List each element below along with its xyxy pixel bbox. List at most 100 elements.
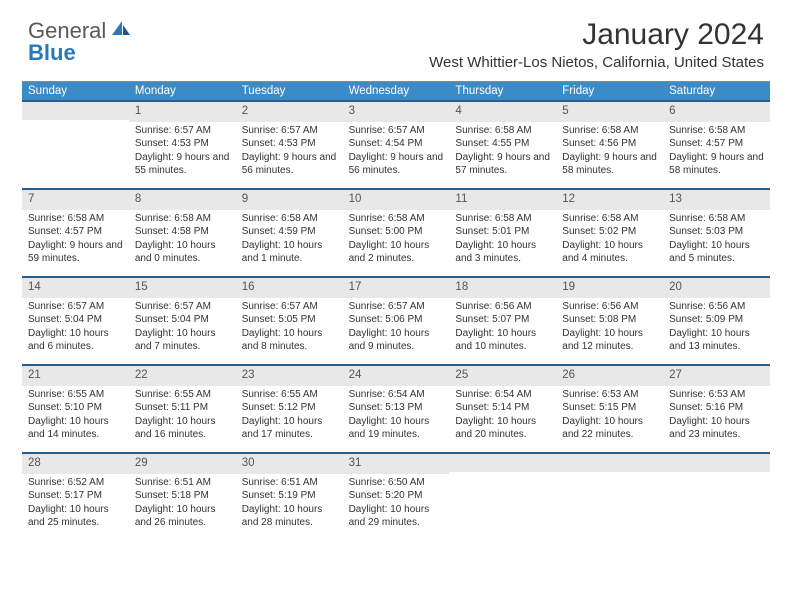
week-row: 1Sunrise: 6:57 AMSunset: 4:53 PMDaylight… — [22, 100, 770, 188]
day-body: Sunrise: 6:55 AMSunset: 5:11 PMDaylight:… — [129, 388, 236, 442]
sunset-text: Sunset: 5:18 PM — [135, 489, 230, 503]
day-cell: 7Sunrise: 6:58 AMSunset: 4:57 PMDaylight… — [22, 190, 129, 276]
day-body: Sunrise: 6:56 AMSunset: 5:07 PMDaylight:… — [449, 300, 556, 354]
sunset-text: Sunset: 4:57 PM — [28, 225, 123, 239]
day-cell: 21Sunrise: 6:55 AMSunset: 5:10 PMDayligh… — [22, 366, 129, 452]
daylight-text: Daylight: 10 hours and 22 minutes. — [562, 415, 657, 442]
sunrise-text: Sunrise: 6:57 AM — [28, 300, 123, 314]
sunset-text: Sunset: 4:55 PM — [455, 137, 550, 151]
day-body: Sunrise: 6:58 AMSunset: 5:01 PMDaylight:… — [449, 212, 556, 266]
sunrise-text: Sunrise: 6:54 AM — [455, 388, 550, 402]
sunrise-text: Sunrise: 6:51 AM — [242, 476, 337, 490]
weekday-sun: Sunday — [22, 82, 129, 100]
sunrise-text: Sunrise: 6:58 AM — [669, 212, 764, 226]
sunset-text: Sunset: 4:58 PM — [135, 225, 230, 239]
day-cell: 15Sunrise: 6:57 AMSunset: 5:04 PMDayligh… — [129, 278, 236, 364]
daylight-text: Daylight: 10 hours and 10 minutes. — [455, 327, 550, 354]
page-subtitle: West Whittier-Los Nietos, California, Un… — [429, 54, 764, 71]
sunset-text: Sunset: 5:10 PM — [28, 401, 123, 415]
sunset-text: Sunset: 4:56 PM — [562, 137, 657, 151]
day-body: Sunrise: 6:55 AMSunset: 5:10 PMDaylight:… — [22, 388, 129, 442]
sunrise-text: Sunrise: 6:56 AM — [562, 300, 657, 314]
day-cell — [22, 102, 129, 188]
day-cell — [663, 454, 770, 540]
day-number: 24 — [343, 366, 450, 386]
sunset-text: Sunset: 5:11 PM — [135, 401, 230, 415]
sunset-text: Sunset: 5:19 PM — [242, 489, 337, 503]
day-cell — [556, 454, 663, 540]
day-body: Sunrise: 6:58 AMSunset: 5:03 PMDaylight:… — [663, 212, 770, 266]
day-body: Sunrise: 6:51 AMSunset: 5:19 PMDaylight:… — [236, 476, 343, 530]
sunset-text: Sunset: 4:53 PM — [135, 137, 230, 151]
day-number: 15 — [129, 278, 236, 298]
sunrise-text: Sunrise: 6:58 AM — [562, 124, 657, 138]
sunset-text: Sunset: 4:54 PM — [349, 137, 444, 151]
sunset-text: Sunset: 5:00 PM — [349, 225, 444, 239]
sunset-text: Sunset: 5:07 PM — [455, 313, 550, 327]
day-number-empty — [22, 102, 129, 120]
daylight-text: Daylight: 10 hours and 7 minutes. — [135, 327, 230, 354]
daylight-text: Daylight: 9 hours and 58 minutes. — [562, 151, 657, 178]
day-number-empty — [556, 454, 663, 472]
day-body: Sunrise: 6:57 AMSunset: 4:54 PMDaylight:… — [343, 124, 450, 178]
sunrise-text: Sunrise: 6:57 AM — [242, 124, 337, 138]
sunset-text: Sunset: 5:01 PM — [455, 225, 550, 239]
day-body: Sunrise: 6:58 AMSunset: 4:57 PMDaylight:… — [663, 124, 770, 178]
day-body: Sunrise: 6:56 AMSunset: 5:08 PMDaylight:… — [556, 300, 663, 354]
day-cell: 3Sunrise: 6:57 AMSunset: 4:54 PMDaylight… — [343, 102, 450, 188]
sunset-text: Sunset: 5:14 PM — [455, 401, 550, 415]
daylight-text: Daylight: 10 hours and 25 minutes. — [28, 503, 123, 530]
sunset-text: Sunset: 5:17 PM — [28, 489, 123, 503]
day-cell: 6Sunrise: 6:58 AMSunset: 4:57 PMDaylight… — [663, 102, 770, 188]
day-cell: 13Sunrise: 6:58 AMSunset: 5:03 PMDayligh… — [663, 190, 770, 276]
header: General January 2024 West Whittier-Los N… — [0, 0, 792, 71]
sunset-text: Sunset: 4:59 PM — [242, 225, 337, 239]
sunset-text: Sunset: 5:05 PM — [242, 313, 337, 327]
day-number: 31 — [343, 454, 450, 474]
week-row: 28Sunrise: 6:52 AMSunset: 5:17 PMDayligh… — [22, 452, 770, 540]
daylight-text: Daylight: 10 hours and 23 minutes. — [669, 415, 764, 442]
daylight-text: Daylight: 10 hours and 3 minutes. — [455, 239, 550, 266]
sunset-text: Sunset: 5:08 PM — [562, 313, 657, 327]
daylight-text: Daylight: 9 hours and 56 minutes. — [349, 151, 444, 178]
sunrise-text: Sunrise: 6:56 AM — [455, 300, 550, 314]
daylight-text: Daylight: 9 hours and 55 minutes. — [135, 151, 230, 178]
daylight-text: Daylight: 10 hours and 9 minutes. — [349, 327, 444, 354]
daylight-text: Daylight: 10 hours and 6 minutes. — [28, 327, 123, 354]
daylight-text: Daylight: 10 hours and 26 minutes. — [135, 503, 230, 530]
daylight-text: Daylight: 9 hours and 58 minutes. — [669, 151, 764, 178]
sunset-text: Sunset: 5:02 PM — [562, 225, 657, 239]
day-cell: 30Sunrise: 6:51 AMSunset: 5:19 PMDayligh… — [236, 454, 343, 540]
week-row: 21Sunrise: 6:55 AMSunset: 5:10 PMDayligh… — [22, 364, 770, 452]
day-cell: 4Sunrise: 6:58 AMSunset: 4:55 PMDaylight… — [449, 102, 556, 188]
sunrise-text: Sunrise: 6:51 AM — [135, 476, 230, 490]
sunset-text: Sunset: 5:12 PM — [242, 401, 337, 415]
sunrise-text: Sunrise: 6:58 AM — [349, 212, 444, 226]
sunrise-text: Sunrise: 6:57 AM — [135, 300, 230, 314]
day-number: 9 — [236, 190, 343, 210]
sunrise-text: Sunrise: 6:53 AM — [669, 388, 764, 402]
sunrise-text: Sunrise: 6:53 AM — [562, 388, 657, 402]
sunrise-text: Sunrise: 6:52 AM — [28, 476, 123, 490]
day-number-empty — [449, 454, 556, 472]
day-cell: 5Sunrise: 6:58 AMSunset: 4:56 PMDaylight… — [556, 102, 663, 188]
day-body: Sunrise: 6:52 AMSunset: 5:17 PMDaylight:… — [22, 476, 129, 530]
day-cell — [449, 454, 556, 540]
day-number: 27 — [663, 366, 770, 386]
day-cell: 16Sunrise: 6:57 AMSunset: 5:05 PMDayligh… — [236, 278, 343, 364]
day-number: 21 — [22, 366, 129, 386]
sunrise-text: Sunrise: 6:50 AM — [349, 476, 444, 490]
day-number: 16 — [236, 278, 343, 298]
day-body: Sunrise: 6:57 AMSunset: 4:53 PMDaylight:… — [236, 124, 343, 178]
day-body: Sunrise: 6:57 AMSunset: 5:06 PMDaylight:… — [343, 300, 450, 354]
day-cell: 8Sunrise: 6:58 AMSunset: 4:58 PMDaylight… — [129, 190, 236, 276]
weekday-fri: Friday — [556, 82, 663, 100]
logo-text-blue: Blue — [28, 40, 76, 65]
day-body: Sunrise: 6:55 AMSunset: 5:12 PMDaylight:… — [236, 388, 343, 442]
day-cell: 11Sunrise: 6:58 AMSunset: 5:01 PMDayligh… — [449, 190, 556, 276]
sunrise-text: Sunrise: 6:58 AM — [28, 212, 123, 226]
day-cell: 17Sunrise: 6:57 AMSunset: 5:06 PMDayligh… — [343, 278, 450, 364]
day-number: 12 — [556, 190, 663, 210]
daylight-text: Daylight: 9 hours and 59 minutes. — [28, 239, 123, 266]
sunrise-text: Sunrise: 6:55 AM — [242, 388, 337, 402]
